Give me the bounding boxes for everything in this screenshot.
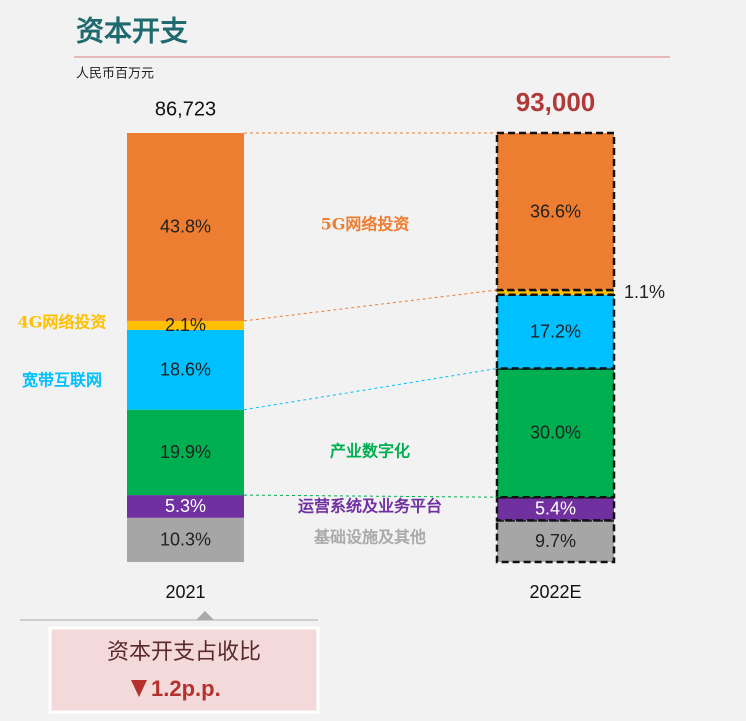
chart-subtitle: 人民币百万元: [76, 67, 154, 82]
legend-label: 运营系统及业务平台: [298, 497, 442, 516]
down-arrow: [131, 680, 147, 697]
bar-segment: [127, 320, 244, 330]
value-label: 5.4%: [535, 499, 576, 519]
callout-pointer: [196, 611, 214, 620]
legend-label: 产业数字化: [330, 442, 410, 461]
bar-segment: [127, 409, 244, 496]
chart-title: 资本开支: [76, 15, 188, 48]
bar-segment: [495, 293, 616, 370]
legend-label: 4G网络投资: [18, 313, 107, 332]
connector: [243, 289, 498, 322]
legend-label: 5G网络投资: [321, 215, 410, 234]
legend-label: 宽带互联网: [22, 371, 102, 390]
bar-segment: [495, 519, 616, 564]
bar-segment: [495, 131, 616, 292]
total-label: 86,723: [155, 98, 216, 120]
callout-value: 1.2p.p.: [151, 676, 221, 701]
connector: [243, 494, 498, 498]
value-label: 18.6%: [160, 360, 211, 380]
value-label: 10.3%: [160, 530, 211, 550]
bar-segment: [495, 367, 616, 499]
value-label: 1.1%: [624, 282, 665, 302]
connector: [243, 368, 498, 411]
value-label: 43.8%: [160, 217, 211, 237]
callout-box: [48, 626, 320, 714]
total-label: 93,000: [516, 87, 596, 117]
value-label: 36.6%: [530, 201, 581, 221]
value-label: 5.3%: [165, 496, 206, 516]
value-label: 30.0%: [530, 423, 581, 443]
value-label: 2.1%: [165, 315, 206, 335]
x-tick-label: 2022E: [529, 582, 581, 602]
legend-label: 基础设施及其他: [313, 528, 426, 547]
value-label: 9.7%: [535, 531, 576, 551]
x-tick-label: 2021: [165, 582, 205, 602]
bar-segment: [127, 133, 244, 321]
callout-title: 资本开支占收比: [107, 640, 261, 665]
bar-segment: [127, 329, 244, 410]
bar-segment: [127, 495, 244, 518]
value-label: 17.2%: [530, 321, 581, 341]
value-label: 19.9%: [160, 442, 211, 462]
bar-segment: [127, 517, 244, 562]
